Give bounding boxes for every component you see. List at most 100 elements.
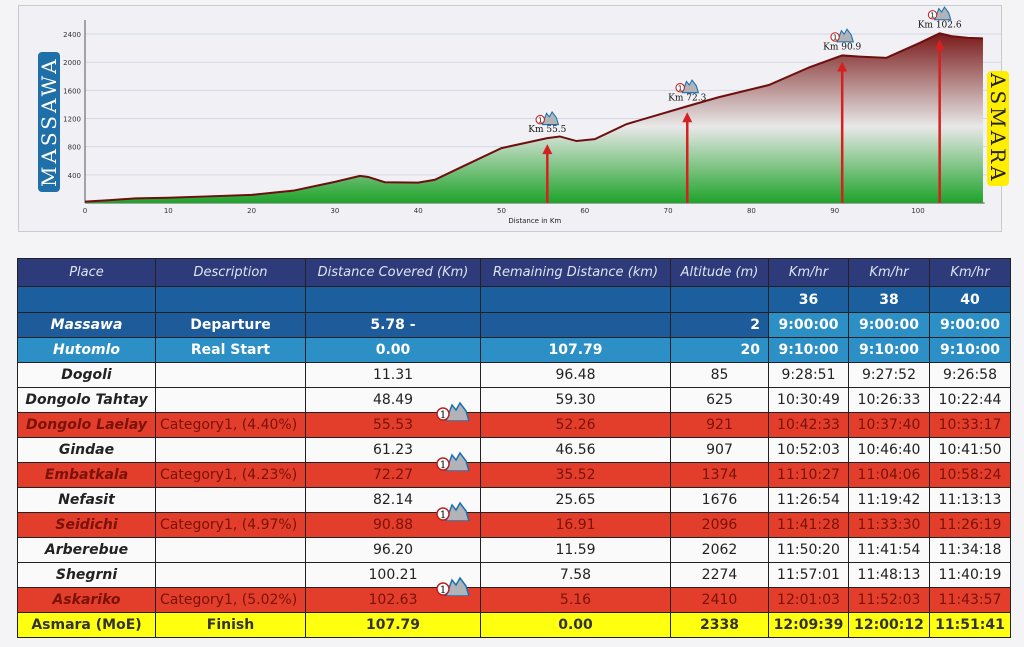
altitude-cell: 907 [670,437,769,463]
x-tick-label: 0 [83,207,87,215]
altitude-cell: 921 [670,412,769,438]
x-tick-label: 70 [664,207,673,215]
category1-climb-icon: 1 [927,6,952,21]
remaining-distance-cell: 59.30 [480,387,671,413]
climb-marker-arrow [682,112,693,123]
time-cell-40kmh: 9:26:58 [929,362,1011,388]
time-cell-38kmh: 11:33:30 [848,512,930,538]
y-tick-label: 2000 [63,59,81,67]
description-cell: Finish [155,612,306,638]
column-header: Remaining Distance (km) [480,258,671,287]
place-cell: Hutomlo [17,337,156,363]
distance-covered-cell: 107.79 [305,612,481,638]
time-cell-40kmh: 11:51:41 [929,612,1011,638]
remaining-distance-cell: 7.58 [480,562,671,588]
time-cell-38kmh: 11:52:03 [848,587,930,613]
table-row: Askariko Category1, (5.02%) 102.63 1 5.16 241… [17,576,1011,613]
table-row: Nefasit 82.14 25.65 1676 11:26:54 11:19:42 11:… [17,487,1011,513]
distance-covered-cell: 102.63 1 [305,576,481,613]
altitude-cell: 2410 [670,587,769,613]
place-cell: Asmara (MoE) [17,612,156,638]
altitude-cell: 2 [670,312,769,338]
distance-covered-cell: 72.27 1 [305,451,481,488]
x-tick-label: 10 [164,207,173,215]
remaining-distance-cell: 96.48 [480,362,671,388]
time-cell-36kmh: 9:10:00 [768,337,849,363]
empty-cell [305,286,481,313]
description-cell: Category1, (4.97%) [155,512,306,538]
description-cell: Category1, (4.40%) [155,412,306,438]
climb-marker-label: Km 55.5 [528,125,566,135]
place-cell: Gindae [17,437,156,463]
elevation-profile-chart: 400 800 1200 1600 2000 2400 0 10 20 30 40 50 60 70 80 9… [18,5,1010,232]
category1-climb-icon: 1 [436,401,470,421]
speed-row: 36 38 40 [17,286,1011,313]
remaining-distance-cell: 0.00 [480,612,671,638]
climb-marker-arrow [837,61,848,72]
place-cell: Askariko [17,587,156,613]
table-row: Hutomlo Real Start 0.00 107.79 20 9:10:00 9:10… [17,337,1011,363]
column-header: Km/hr [768,258,849,287]
svg-text:1: 1 [833,34,837,42]
altitude-cell: 2062 [670,537,769,563]
y-tick-label: 400 [68,172,81,180]
place-cell: Arberebue [17,537,156,563]
table-row: Dogoli 11.31 96.48 85 9:28:51 9:27:52 9:26:58 [17,362,1011,388]
time-cell-38kmh: 9:27:52 [848,362,930,388]
altitude-cell: 2338 [670,612,769,638]
climb-marker-arrow [934,39,945,50]
time-cell-36kmh: 11:57:01 [768,562,849,588]
description-cell: Real Start [155,337,306,363]
remaining-distance-cell: 25.65 [480,487,671,513]
time-cell-38kmh: 9:00:00 [848,312,930,338]
table-row: Gindae 61.23 46.56 907 10:52:03 10:46:40 10:41… [17,437,1011,463]
time-cell-36kmh: 10:42:33 [768,412,849,438]
place-cell: Nefasit [17,487,156,513]
y-tick-label: 1600 [63,87,81,95]
distance-covered-cell: 61.23 [305,437,481,463]
time-cell-40kmh: 11:34:18 [929,537,1011,563]
empty-cell [17,286,156,313]
column-header: Km/hr [848,258,930,287]
place-cell: Dongolo Tahtay [17,387,156,413]
remaining-distance-cell: 5.16 [480,587,671,613]
empty-cell [670,286,769,313]
empty-cell [155,286,306,313]
place-cell: Dogoli [17,362,156,388]
time-cell-38kmh: 11:19:42 [848,487,930,513]
altitude-cell: 1374 [670,462,769,488]
remaining-distance-cell: 16.91 [480,512,671,538]
svg-text:1: 1 [440,410,446,421]
distance-covered-cell: 96.20 [305,537,481,563]
svg-text:1: 1 [440,510,446,521]
table-row: Dongolo Tahtay 48.49 59.30 625 10:30:49 10:26… [17,387,1011,413]
description-cell [155,487,306,513]
remaining-distance-cell: 107.79 [480,337,671,363]
svg-text:1: 1 [440,585,446,596]
time-cell-36kmh: 10:52:03 [768,437,849,463]
description-cell [155,537,306,563]
time-cell-36kmh: 10:30:49 [768,387,849,413]
table-row: Seidichi Category1, (4.97%) 90.88 1 16.91 209… [17,501,1011,538]
category1-climb-icon: 1 [436,576,470,596]
description-cell [155,437,306,463]
time-cell-38kmh: 12:00:12 [848,612,930,638]
time-cell-40kmh: 10:41:50 [929,437,1011,463]
column-header: Place [17,258,156,287]
elevation-chart-svg: 400 800 1200 1600 2000 2400 0 10 20 30 40 50 60 70 80 9… [63,6,1002,225]
table-row: Arberebue 96.20 11.59 2062 11:50:20 11:41:54 1… [17,537,1011,563]
x-axis-label: Distance in Km [508,217,561,225]
place-cell: Embatkala [17,462,156,488]
x-tick-label: 80 [747,207,756,215]
svg-text:1: 1 [440,460,446,471]
time-cell-40kmh: 11:26:19 [929,512,1011,538]
svg-text:1: 1 [678,85,682,93]
y-tick-label: 2400 [63,31,81,39]
elevation-line [84,32,984,203]
time-cell-38kmh: 11:41:54 [848,537,930,563]
y-tick-label: 1200 [63,116,81,124]
column-header: Description [155,258,306,287]
description-cell: Departure [155,312,306,338]
x-tick-label: 100 [911,207,924,215]
climb-marker-label: Km 72.3 [668,93,706,103]
